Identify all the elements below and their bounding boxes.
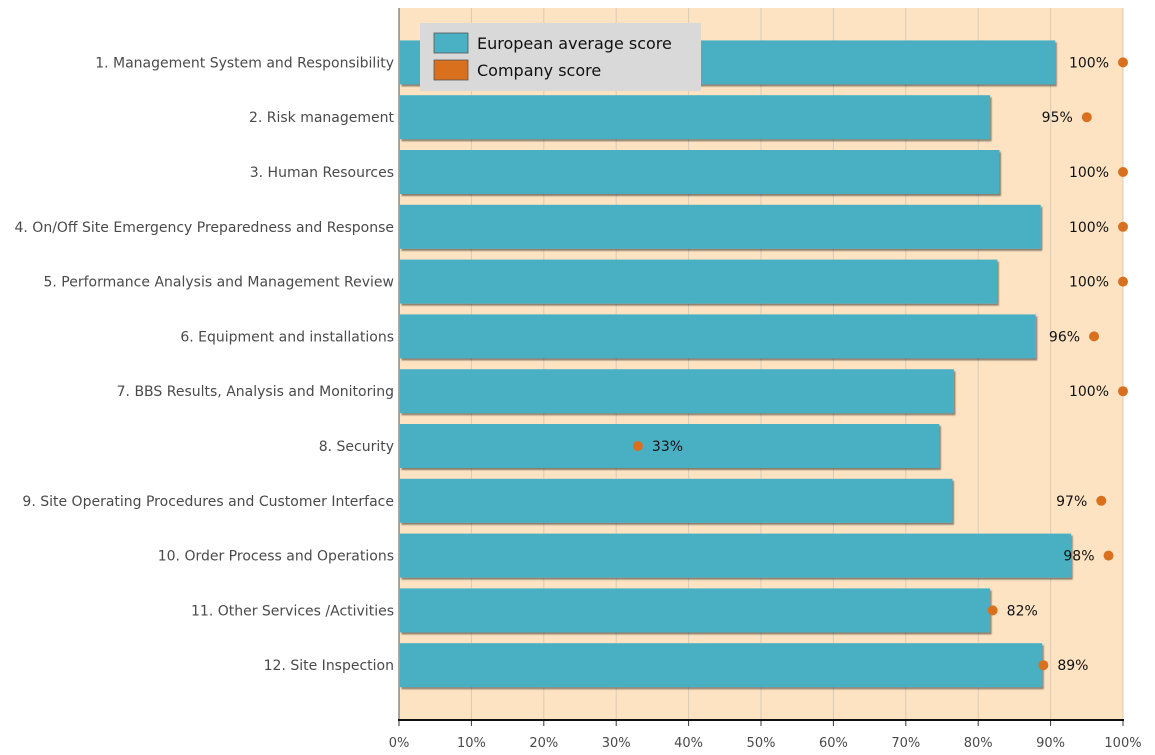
data-label: 95%: [1042, 110, 1073, 126]
bar: [400, 259, 998, 304]
legend-swatch: [433, 59, 469, 81]
company-score-point: [1118, 276, 1128, 287]
value-axis: 0% 10% 20% 30% 40% 50% 60% 70% 80% 90% 100%: [389, 8, 1142, 751]
category-label: 11. Other Services /Activities: [191, 603, 394, 619]
bar: [400, 424, 940, 468]
data-label: 33%: [652, 439, 683, 455]
bar: [400, 478, 953, 523]
x-tick-label: 80%: [964, 736, 993, 751]
company-score-point: [1118, 386, 1128, 397]
points-series: [632, 57, 1128, 671]
bar: [400, 314, 1036, 359]
category-label: 2. Risk management: [249, 110, 395, 126]
data-label: 100%: [1069, 165, 1109, 181]
company-score-point: [1081, 112, 1092, 123]
x-tick-label: 40%: [674, 736, 703, 751]
company-score-point: [1118, 57, 1128, 68]
x-tick-label: 60%: [819, 736, 848, 751]
company-score-point: [1118, 167, 1128, 177]
bar: [400, 150, 1000, 194]
company-score-point: [1096, 495, 1107, 506]
company-score-point: [632, 441, 643, 451]
category-label: 1. Management System and Responsibility: [95, 55, 394, 71]
legend-swatch: [433, 32, 469, 54]
bar: [400, 643, 1043, 688]
data-label: 100%: [1069, 275, 1109, 291]
category-label: 4. On/Off Site Emergency Preparedness an…: [15, 220, 395, 236]
category-label: 3. Human Resources: [250, 165, 394, 181]
company-score-point: [1103, 550, 1114, 561]
category-label: 8. Security: [319, 439, 394, 455]
category-label: 5. Performance Analysis and Management R…: [43, 275, 394, 291]
category-label: 12. Site Inspection: [264, 658, 394, 674]
x-tick-label: 70%: [891, 736, 920, 751]
data-label: 82%: [1007, 603, 1038, 619]
data-label: 96%: [1049, 329, 1080, 345]
data-label: 100%: [1069, 220, 1109, 236]
company-score-point: [987, 605, 998, 616]
x-tick-label: 90%: [1036, 736, 1065, 751]
legend-entry: European average score: [477, 34, 672, 53]
company-score-point: [1089, 331, 1100, 342]
bar: [400, 369, 954, 414]
company-score-point: [1038, 660, 1049, 671]
data-label: 89%: [1057, 658, 1088, 674]
data-label: 100%: [1069, 384, 1109, 400]
data-label: 100%: [1069, 55, 1109, 71]
x-tick-label: 10%: [457, 736, 486, 751]
x-tick-label: 0%: [389, 736, 410, 751]
category-label: 7. BBS Results, Analysis and Monitoring: [117, 384, 394, 400]
data-label: 98%: [1063, 549, 1094, 565]
x-tick-label: 50%: [747, 736, 776, 751]
legend: European average score Company score: [420, 23, 701, 91]
legend-entry: Company score: [477, 61, 601, 80]
category-axis: 1. Management System and Responsibility 2…: [15, 55, 395, 674]
x-tick-label: 20%: [529, 736, 558, 751]
bar: [400, 533, 1072, 578]
category-label: 10. Order Process and Operations: [158, 549, 394, 565]
category-label: 6. Equipment and installations: [180, 329, 394, 345]
category-label: 9. Site Operating Procedures and Custome…: [22, 494, 394, 510]
company-score-point: [1118, 221, 1128, 232]
data-labels: 100% 95% 100% 100% 100% 96% 100% 33% 97% 98% 82% 89…: [652, 55, 1109, 674]
data-label: 97%: [1056, 494, 1087, 510]
bar: [400, 588, 991, 633]
x-tick-label: 30%: [602, 736, 631, 751]
bar: [400, 95, 991, 140]
bar: [400, 204, 1041, 249]
bars-series: [400, 40, 1072, 688]
x-tick-label: 100%: [1104, 736, 1141, 751]
